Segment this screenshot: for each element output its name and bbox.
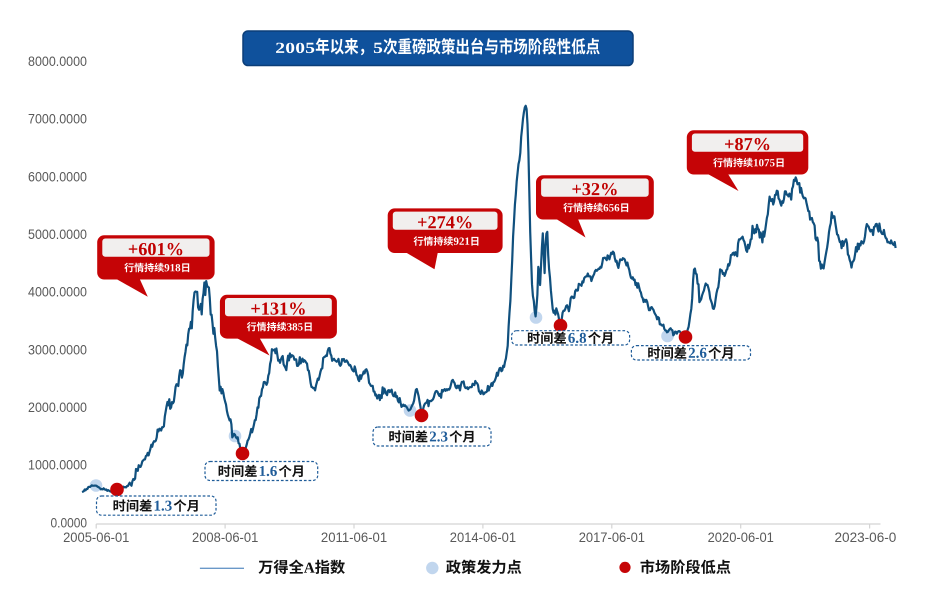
svg-text:2014-06-01: 2014-06-01 bbox=[450, 530, 516, 545]
svg-text:4000.0000: 4000.0000 bbox=[28, 285, 87, 300]
svg-text:8000.0000: 8000.0000 bbox=[28, 54, 87, 69]
svg-text:2011-06-01: 2011-06-01 bbox=[321, 530, 387, 545]
svg-text:2008-06-01: 2008-06-01 bbox=[192, 530, 258, 545]
svg-text:7000.0000: 7000.0000 bbox=[28, 112, 87, 127]
svg-text:2000.0000: 2000.0000 bbox=[28, 400, 87, 415]
svg-text:2020-06-01: 2020-06-01 bbox=[708, 530, 774, 545]
svg-text:2023-06-0: 2023-06-0 bbox=[835, 530, 897, 545]
svg-text:3000.0000: 3000.0000 bbox=[28, 342, 87, 357]
svg-text:0.0000: 0.0000 bbox=[51, 515, 88, 530]
svg-text:2005-06-01: 2005-06-01 bbox=[63, 530, 129, 545]
svg-text:6000.0000: 6000.0000 bbox=[28, 169, 87, 184]
svg-text:5000.0000: 5000.0000 bbox=[28, 227, 87, 242]
svg-text:2017-06-01: 2017-06-01 bbox=[579, 530, 645, 545]
svg-text:1000.0000: 1000.0000 bbox=[28, 458, 87, 473]
